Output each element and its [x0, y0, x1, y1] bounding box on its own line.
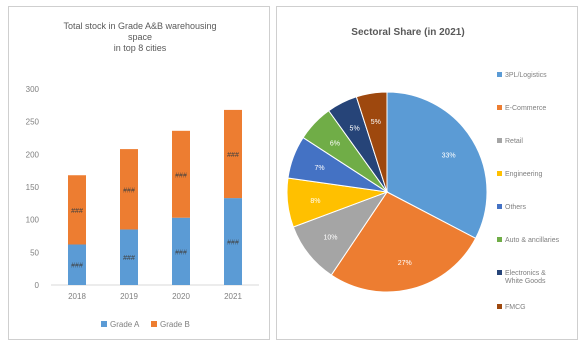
legend-label-auto-ancillaries: Auto & ancillaries — [505, 237, 560, 244]
bar-grade-a-2019 — [120, 229, 138, 285]
bar-data-label-grade-a-2018: ### — [71, 263, 83, 270]
y-tick-label-0: 0 — [35, 281, 40, 290]
x-tick-label-2019: 2019 — [120, 292, 138, 301]
legend-swatch-others — [497, 204, 502, 209]
bar-chart-title-line-1: Total stock in Grade A&B warehousing — [63, 21, 217, 31]
pie-slice-e-commerce — [330, 191, 477, 293]
bar-chart-title-line-3: in top 8 cities — [113, 43, 167, 53]
pie-data-label-e-commerce: 27% — [398, 260, 412, 267]
legend-swatch-auto-ancillaries — [497, 237, 502, 242]
y-tick-label-150: 150 — [26, 183, 40, 192]
bar-grade-b-2019 — [120, 149, 138, 230]
pie-slice-fmcg — [355, 91, 388, 193]
legend-label-e-commerce: E-Commerce — [505, 105, 546, 112]
bar-data-label-grade-b-2021: ### — [227, 152, 239, 159]
legend-label-fmcg: FMCG — [505, 304, 526, 311]
pie-chart-title: Sectoral Share (in 2021) — [351, 27, 465, 38]
pie-data-label-auto-ancillaries: 6% — [330, 140, 340, 147]
bar-chart-plot: 0 50 100 150 200 250 300 ### ### 2018 ### ### 2019 ##… — [26, 85, 259, 329]
legend-swatch-grade-a — [101, 321, 107, 327]
pie-data-label-fmcg: 5% — [371, 119, 381, 126]
y-tick-label-200: 200 — [26, 150, 40, 159]
legend-label-grade-a: Grade A — [110, 320, 140, 329]
legend-swatch-e-commerce — [497, 105, 502, 110]
bar-chart-title-line-2: space — [127, 32, 153, 42]
bar-data-label-grade-a-2019: ### — [123, 255, 135, 262]
pie-data-label-3pl-logistics: 33% — [442, 153, 456, 160]
stacked-bar-chart-panel: Total stock in Grade A&B warehousing spa… — [8, 6, 270, 340]
bar-data-label-grade-b-2019: ### — [123, 187, 135, 194]
y-tick-label-100: 100 — [26, 216, 40, 225]
legend-label-electronics-white-goods-cont: White Goods — [505, 278, 546, 285]
bar-data-label-grade-a-2021: ### — [227, 240, 239, 247]
legend-swatch-fmcg — [497, 304, 502, 309]
legend-label-engineering: Engineering — [505, 171, 542, 178]
x-tick-label-2020: 2020 — [172, 292, 190, 301]
bar-grade-a-2020 — [172, 217, 190, 285]
bar-data-label-grade-a-2020: ### — [175, 249, 187, 256]
bar-grade-b-2020 — [172, 130, 190, 218]
x-tick-label-2021: 2021 — [224, 292, 242, 301]
pie-data-label-others: 7% — [314, 165, 324, 172]
pie-slice-3pl-logistics — [386, 91, 488, 240]
bar-data-label-grade-b-2018: ### — [71, 208, 83, 215]
legend-label-grade-b: Grade B — [160, 320, 190, 329]
legend-swatch-electronics-white-goods — [497, 270, 502, 275]
pie-data-label-engineering: 8% — [310, 198, 320, 205]
legend-swatch-retail — [497, 138, 502, 143]
legend-label-electronics-white-goods: Electronics & — [505, 270, 546, 277]
legend-label-retail: Retail — [505, 138, 523, 145]
legend-swatch-3pl-logistics — [497, 72, 502, 77]
legend-label-others: Others — [505, 204, 527, 211]
bar-grade-a-2018 — [68, 244, 86, 285]
pie-data-label-electronics-white-goods: 5% — [350, 126, 360, 133]
bar-grade-b-2018 — [68, 175, 86, 245]
y-tick-label-300: 300 — [26, 85, 40, 94]
bar-chart-title: Total stock in Grade A&B warehousing spa… — [9, 21, 271, 54]
pie-chart-plot: 33% 27% 10% 8% 7% 6% 5% 5% 3PL/Logistics E-Commer… — [286, 72, 560, 311]
legend-swatch-engineering — [497, 171, 502, 176]
x-tick-label-2018: 2018 — [68, 292, 86, 301]
legend-label-3pl-logistics: 3PL/Logistics — [505, 72, 547, 79]
y-tick-label-250: 250 — [26, 118, 40, 127]
pie-chart-panel: Sectoral Share (in 2021) 33% 27% 10% 8% 7% 6%… — [276, 6, 578, 340]
bar-data-label-grade-b-2020: ### — [175, 172, 187, 179]
pie-data-label-retail: 10% — [324, 235, 338, 242]
bar-grade-a-2021 — [224, 198, 242, 285]
legend-swatch-grade-b — [151, 321, 157, 327]
y-tick-label-50: 50 — [30, 248, 39, 257]
bar-grade-b-2021 — [224, 109, 242, 199]
